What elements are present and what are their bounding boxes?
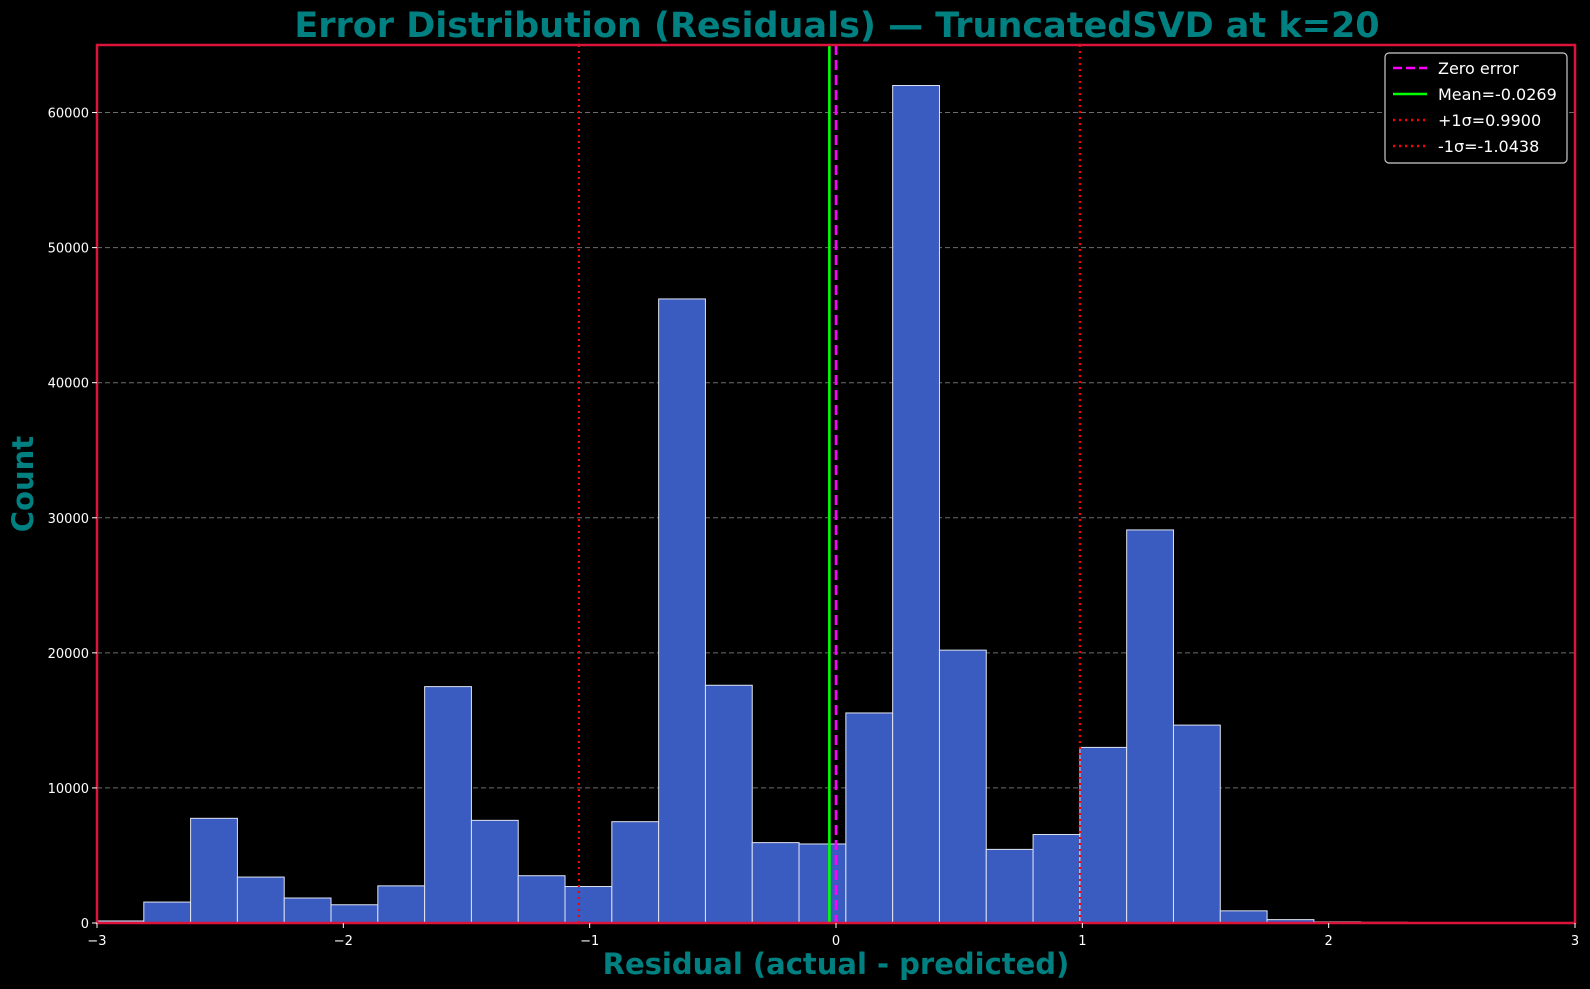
histogram-bar (470, 819, 519, 924)
y-axis-label: Count (6, 436, 40, 532)
x-axis-ticks: −3 −2 −1 0 1 2 3 (87, 923, 1579, 949)
x-tick-label: −1 (580, 934, 599, 949)
histogram-bar (704, 684, 753, 924)
x-axis-label: Residual (actual - predicted) (603, 947, 1070, 981)
histogram-bar (938, 649, 987, 924)
histogram-bar (892, 85, 940, 924)
histogram-bar (798, 843, 847, 924)
legend: Zero error Mean=-0.0269 +1σ=0.9900 -1σ=-1.0… (1384, 52, 1568, 164)
histogram-bar (1032, 834, 1081, 924)
histogram-bar (283, 897, 332, 924)
histogram-bar (985, 848, 1034, 924)
histogram-bar (143, 901, 192, 924)
histogram-bar (517, 875, 566, 924)
y-tick-label: 50000 (48, 242, 89, 257)
histogram-bar (1172, 724, 1221, 924)
histogram-bar (611, 821, 660, 924)
histogram-bar (330, 904, 379, 924)
legend-box (1384, 52, 1568, 164)
histogram-bar (658, 298, 706, 924)
y-tick-label: 10000 (48, 782, 89, 797)
x-tick-label: 2 (1325, 934, 1333, 949)
legend-label: +1σ=0.9900 (1438, 111, 1541, 130)
histogram-bar (845, 712, 894, 924)
chart-title: Error Distribution (Residuals) — Truncat… (294, 6, 1379, 46)
histogram-bar (377, 885, 426, 924)
histogram-bar (1079, 746, 1128, 924)
y-tick-label: 20000 (48, 647, 89, 662)
y-tick-label: 30000 (48, 512, 89, 527)
reference-lines (577, 45, 1081, 923)
histogram-bar (751, 842, 800, 924)
legend-label: Zero error (1438, 59, 1519, 78)
x-tick-label: −2 (334, 934, 353, 949)
legend-label: -1σ=-1.0438 (1438, 137, 1539, 156)
histogram-bar (564, 886, 613, 924)
histogram-bar (236, 876, 285, 924)
x-tick-label: −3 (87, 934, 106, 949)
histogram-bar (1219, 910, 1268, 924)
x-tick-label: 3 (1571, 934, 1579, 949)
y-tick-label: 0 (81, 917, 89, 932)
y-axis-ticks: 0 10000 20000 30000 40000 50000 60000 (48, 107, 97, 932)
histogram-bar (424, 686, 472, 924)
y-tick-label: 60000 (48, 107, 89, 122)
x-tick-label: 0 (832, 934, 840, 949)
legend-label: Mean=-0.0269 (1438, 85, 1557, 104)
y-tick-label: 40000 (48, 377, 89, 392)
x-tick-label: 1 (1078, 934, 1086, 949)
histogram-bar (190, 817, 238, 924)
histogram-bar (1126, 529, 1174, 924)
